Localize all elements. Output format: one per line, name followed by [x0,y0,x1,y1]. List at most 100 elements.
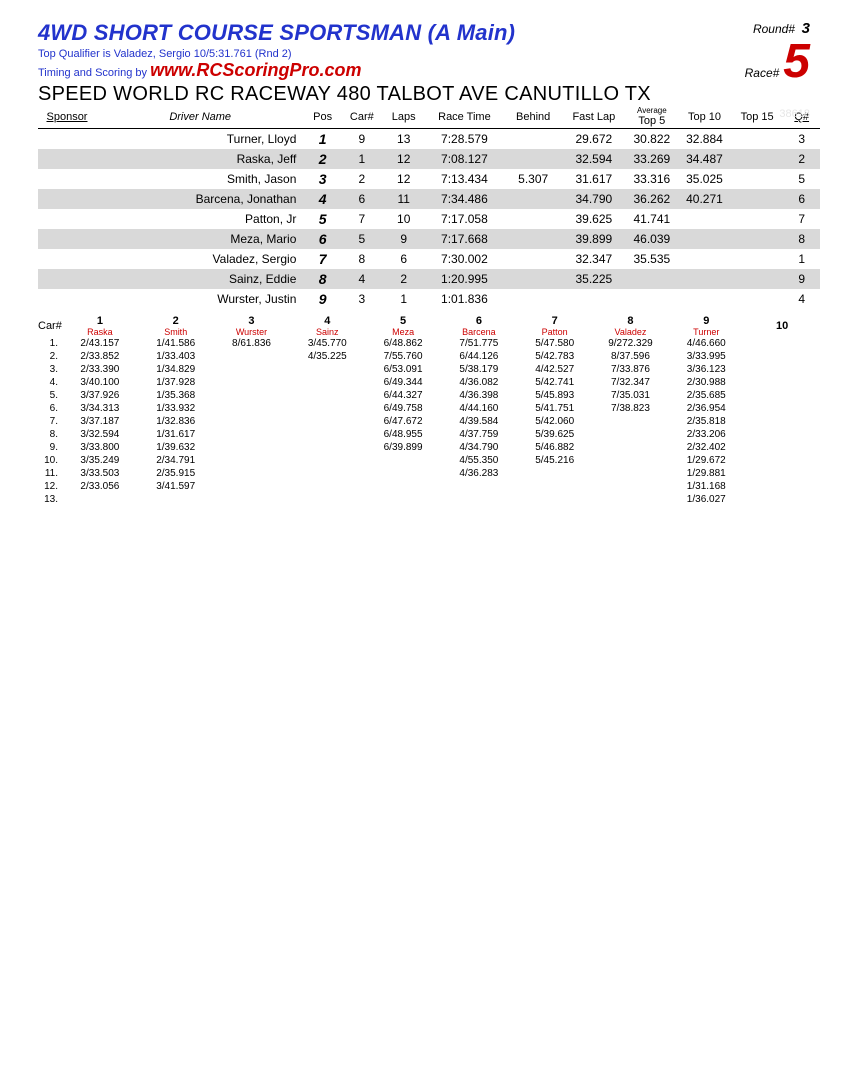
cell-q: 7 [783,209,820,229]
lap-cell: 3/34.313 [62,402,138,415]
lap-cell: 1/33.932 [138,402,214,415]
laps-row: 4.3/40.1001/37.9286/49.3444/36.0825/42.7… [38,376,820,389]
lap-cell: 2/35.685 [668,389,744,402]
lap-cell [289,363,365,376]
cell-top5: 41.741 [626,209,679,229]
lap-cell: 7/51.775 [441,337,517,350]
lap-cell [214,402,290,415]
results-row: Patton, Jr57107:17.05839.62541.7417 [38,209,820,229]
cell-driver: Patton, Jr [96,209,304,229]
lap-cell [365,493,441,506]
lap-cell: 5/42.060 [517,415,593,428]
lap-number: 1. [38,337,62,350]
lap-number: 6. [38,402,62,415]
cell-laps: 12 [383,149,425,169]
cell-racetime: 7:08.127 [425,149,504,169]
laps-car-header: 2Smith [138,315,214,337]
laps-table: Car#1Raska2Smith3Wurster4Sainz5Meza6Barc… [38,315,820,506]
cell-top5: 36.262 [626,189,679,209]
laps-row: 12.2/33.0563/41.5971/31.168 [38,480,820,493]
lap-cell [365,454,441,467]
cell-driver: Smith, Jason [96,169,304,189]
lap-cell: 7/35.031 [593,389,669,402]
lap-cell [593,428,669,441]
cell-top15 [731,229,784,249]
results-row: Raska, Jeff21127:08.12732.59433.26934.48… [38,149,820,169]
cell-laps: 6 [383,249,425,269]
lap-cell [744,337,820,350]
lap-cell [289,376,365,389]
lap-cell [744,376,820,389]
lap-cell [214,441,290,454]
laps-car-header: 6Barcena [441,315,517,337]
lap-cell [744,363,820,376]
lap-number: 10. [38,454,62,467]
cell-fastlap: 39.625 [562,209,625,229]
lap-number: 7. [38,415,62,428]
cell-fastlap: 32.347 [562,249,625,269]
col-pos: Pos [304,106,341,129]
lap-cell: 5/45.216 [517,454,593,467]
cell-laps: 11 [383,189,425,209]
lap-cell [214,350,290,363]
lap-cell [365,480,441,493]
cell-top15 [731,169,784,189]
lap-cell: 4/46.660 [668,337,744,350]
laps-row: 6.3/34.3131/33.9326/49.7584/44.1605/41.7… [38,402,820,415]
lap-cell: 6/44.126 [441,350,517,363]
lap-cell [289,480,365,493]
lap-cell: 5/38.179 [441,363,517,376]
results-row: Wurster, Justin9311:01.8364 [38,289,820,309]
lap-cell: 1/34.829 [138,363,214,376]
cell-top15 [731,149,784,169]
laps-row: 10.3/35.2492/34.7914/55.3505/45.2161/29.… [38,454,820,467]
cell-behind [504,249,562,269]
lap-cell [593,480,669,493]
cell-top10 [678,269,731,289]
cell-top5 [626,269,679,289]
laps-row: 13.1/36.027 [38,493,820,506]
lap-cell: 5/39.625 [517,428,593,441]
lap-cell: 2/34.791 [138,454,214,467]
lap-cell [214,493,290,506]
lap-cell [289,467,365,480]
lap-cell [593,415,669,428]
laps-row: 3.2/33.3901/34.8296/53.0915/38.1794/42.5… [38,363,820,376]
lap-cell: 3/40.100 [62,376,138,389]
cell-racetime: 7:17.668 [425,229,504,249]
cell-top15 [731,249,784,269]
cell-racetime: 1:01.836 [425,289,504,309]
lap-cell [62,493,138,506]
cell-behind [504,129,562,150]
laps-car-header: 4Sainz [289,315,365,337]
lap-cell: 3/33.800 [62,441,138,454]
lap-cell: 3/37.187 [62,415,138,428]
timing-line: Timing and Scoring by www.RCScoringPro.c… [38,60,820,81]
lap-cell: 3/36.123 [668,363,744,376]
lap-cell [517,480,593,493]
lap-cell: 7/32.347 [593,376,669,389]
lap-cell: 7/33.876 [593,363,669,376]
lap-cell: 3/35.249 [62,454,138,467]
cell-q: 5 [783,169,820,189]
col-top15: Top 15 [731,106,784,129]
cell-car: 4 [341,269,383,289]
cell-top5 [626,289,679,309]
lap-cell: 2/33.206 [668,428,744,441]
cell-driver: Valadez, Sergio [96,249,304,269]
lap-cell [138,493,214,506]
cell-top15 [731,289,784,309]
cell-racetime: 1:20.995 [425,269,504,289]
results-row: Meza, Mario6597:17.66839.89946.0398 [38,229,820,249]
cell-q: 1 [783,249,820,269]
lap-cell: 6/53.091 [365,363,441,376]
cell-top10: 35.025 [678,169,731,189]
lap-cell: 7/38.823 [593,402,669,415]
col-racetime: Race Time [425,106,504,129]
cell-top10: 32.884 [678,129,731,150]
lap-cell: 5/41.751 [517,402,593,415]
lap-cell: 1/41.586 [138,337,214,350]
lap-cell: 6/49.344 [365,376,441,389]
lap-cell: 4/36.398 [441,389,517,402]
lap-cell [214,376,290,389]
